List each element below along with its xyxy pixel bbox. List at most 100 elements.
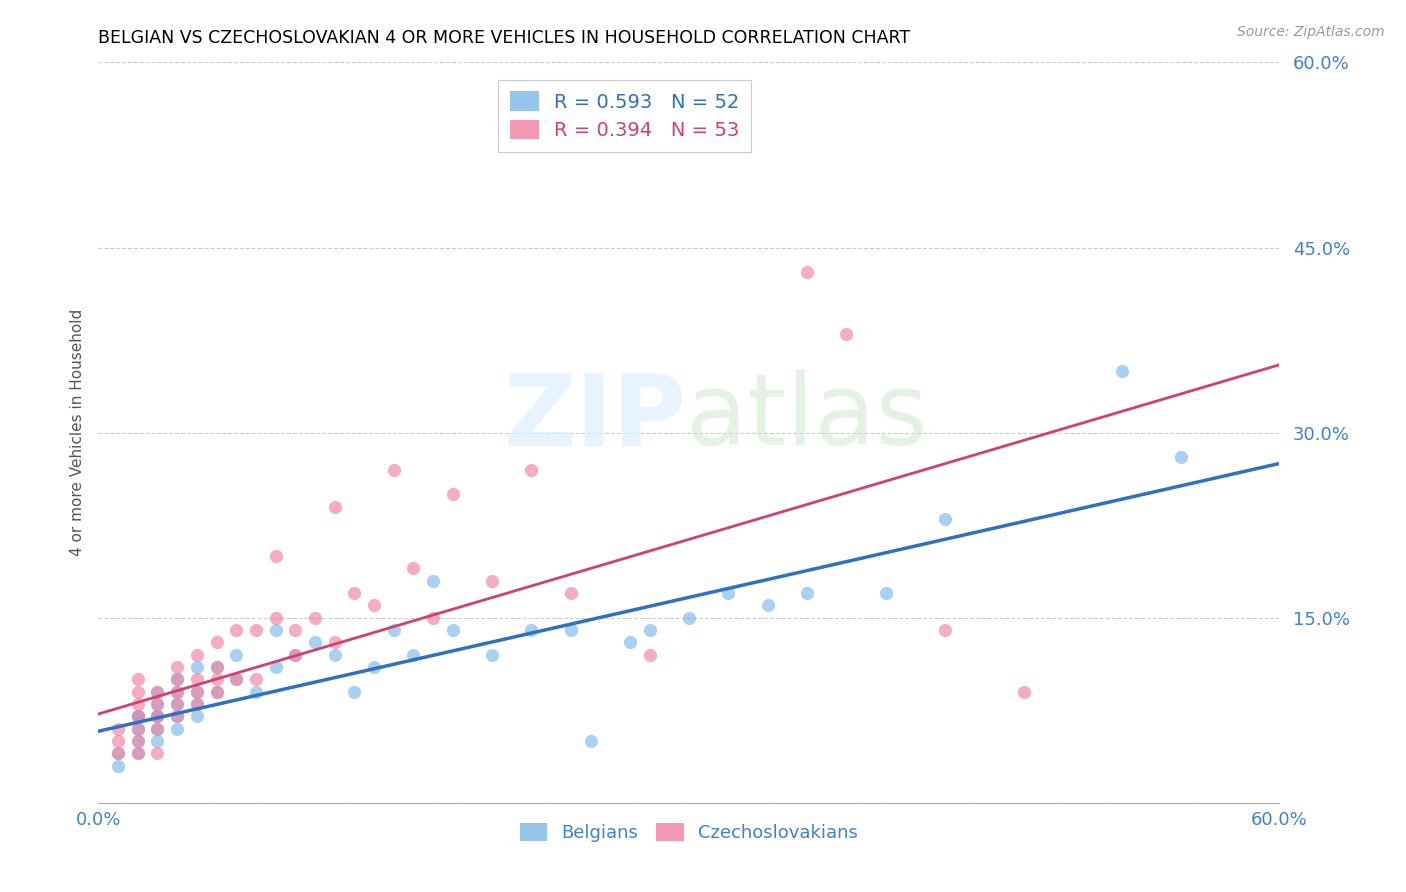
Point (186, 673, 208, 687)
Point (146, 722, 169, 736)
Point (127, 722, 149, 736)
Point (441, 623, 464, 637)
Text: BELGIAN VS CZECHOSLOVAKIAN 4 OR MORE VEHICLES IN HOUSEHOLD CORRELATION CHART: BELGIAN VS CZECHOSLOVAKIAN 4 OR MORE VEH… (98, 29, 911, 47)
Point (146, 709, 169, 723)
Legend: Belgians, Czechoslovakians: Belgians, Czechoslovakians (513, 815, 865, 849)
Point (402, 648, 425, 662)
Point (638, 648, 661, 662)
Point (560, 623, 582, 637)
Point (225, 623, 247, 637)
Point (245, 673, 267, 687)
Point (796, 586, 818, 600)
Point (186, 697, 208, 711)
Point (146, 709, 169, 723)
Point (127, 709, 149, 723)
Point (323, 500, 346, 514)
Point (1111, 364, 1133, 378)
Text: ZIP: ZIP (503, 369, 686, 467)
Point (146, 685, 169, 699)
Point (934, 623, 956, 637)
Point (107, 758, 129, 772)
Point (205, 660, 228, 674)
Point (166, 673, 188, 687)
Point (520, 623, 543, 637)
Point (146, 722, 169, 736)
Point (146, 685, 169, 699)
Point (186, 685, 208, 699)
Point (1012, 685, 1035, 699)
Point (363, 660, 385, 674)
Point (127, 722, 149, 736)
Point (146, 734, 169, 748)
Point (422, 574, 444, 588)
Point (205, 660, 228, 674)
Point (127, 685, 149, 699)
Point (323, 635, 346, 649)
Point (717, 586, 740, 600)
Point (481, 648, 503, 662)
Text: atlas: atlas (686, 369, 928, 467)
Point (264, 623, 287, 637)
Point (205, 685, 228, 699)
Point (166, 697, 188, 711)
Point (678, 610, 700, 624)
Point (402, 561, 425, 575)
Point (875, 586, 897, 600)
Text: Source: ZipAtlas.com: Source: ZipAtlas.com (1237, 25, 1385, 39)
Point (382, 462, 405, 476)
Point (284, 648, 307, 662)
Point (146, 697, 169, 711)
Point (107, 747, 129, 761)
Point (323, 648, 346, 662)
Point (166, 685, 188, 699)
Point (127, 734, 149, 748)
Point (619, 635, 641, 649)
Point (186, 648, 208, 662)
Point (343, 685, 366, 699)
Point (245, 623, 267, 637)
Point (186, 709, 208, 723)
Point (343, 586, 366, 600)
Point (481, 574, 503, 588)
Point (835, 326, 858, 341)
Point (127, 673, 149, 687)
Point (107, 747, 129, 761)
Point (146, 747, 169, 761)
Point (560, 586, 582, 600)
Point (127, 709, 149, 723)
Point (284, 623, 307, 637)
Point (225, 673, 247, 687)
Point (166, 685, 188, 699)
Y-axis label: 4 or more Vehicles in Household: 4 or more Vehicles in Household (69, 309, 84, 557)
Point (166, 673, 188, 687)
Point (127, 734, 149, 748)
Point (225, 648, 247, 662)
Point (638, 623, 661, 637)
Point (304, 635, 326, 649)
Point (205, 685, 228, 699)
Point (166, 697, 188, 711)
Point (264, 660, 287, 674)
Point (1170, 450, 1192, 465)
Point (284, 648, 307, 662)
Point (363, 599, 385, 613)
Point (166, 722, 188, 736)
Point (127, 697, 149, 711)
Point (756, 599, 779, 613)
Point (934, 512, 956, 526)
Point (186, 685, 208, 699)
Point (146, 709, 169, 723)
Point (127, 747, 149, 761)
Point (264, 549, 287, 563)
Point (520, 462, 543, 476)
Point (205, 673, 228, 687)
Point (107, 722, 129, 736)
Point (205, 635, 228, 649)
Point (264, 610, 287, 624)
Point (146, 697, 169, 711)
Point (186, 660, 208, 674)
Point (382, 623, 405, 637)
Point (166, 709, 188, 723)
Point (441, 487, 464, 501)
Point (304, 610, 326, 624)
